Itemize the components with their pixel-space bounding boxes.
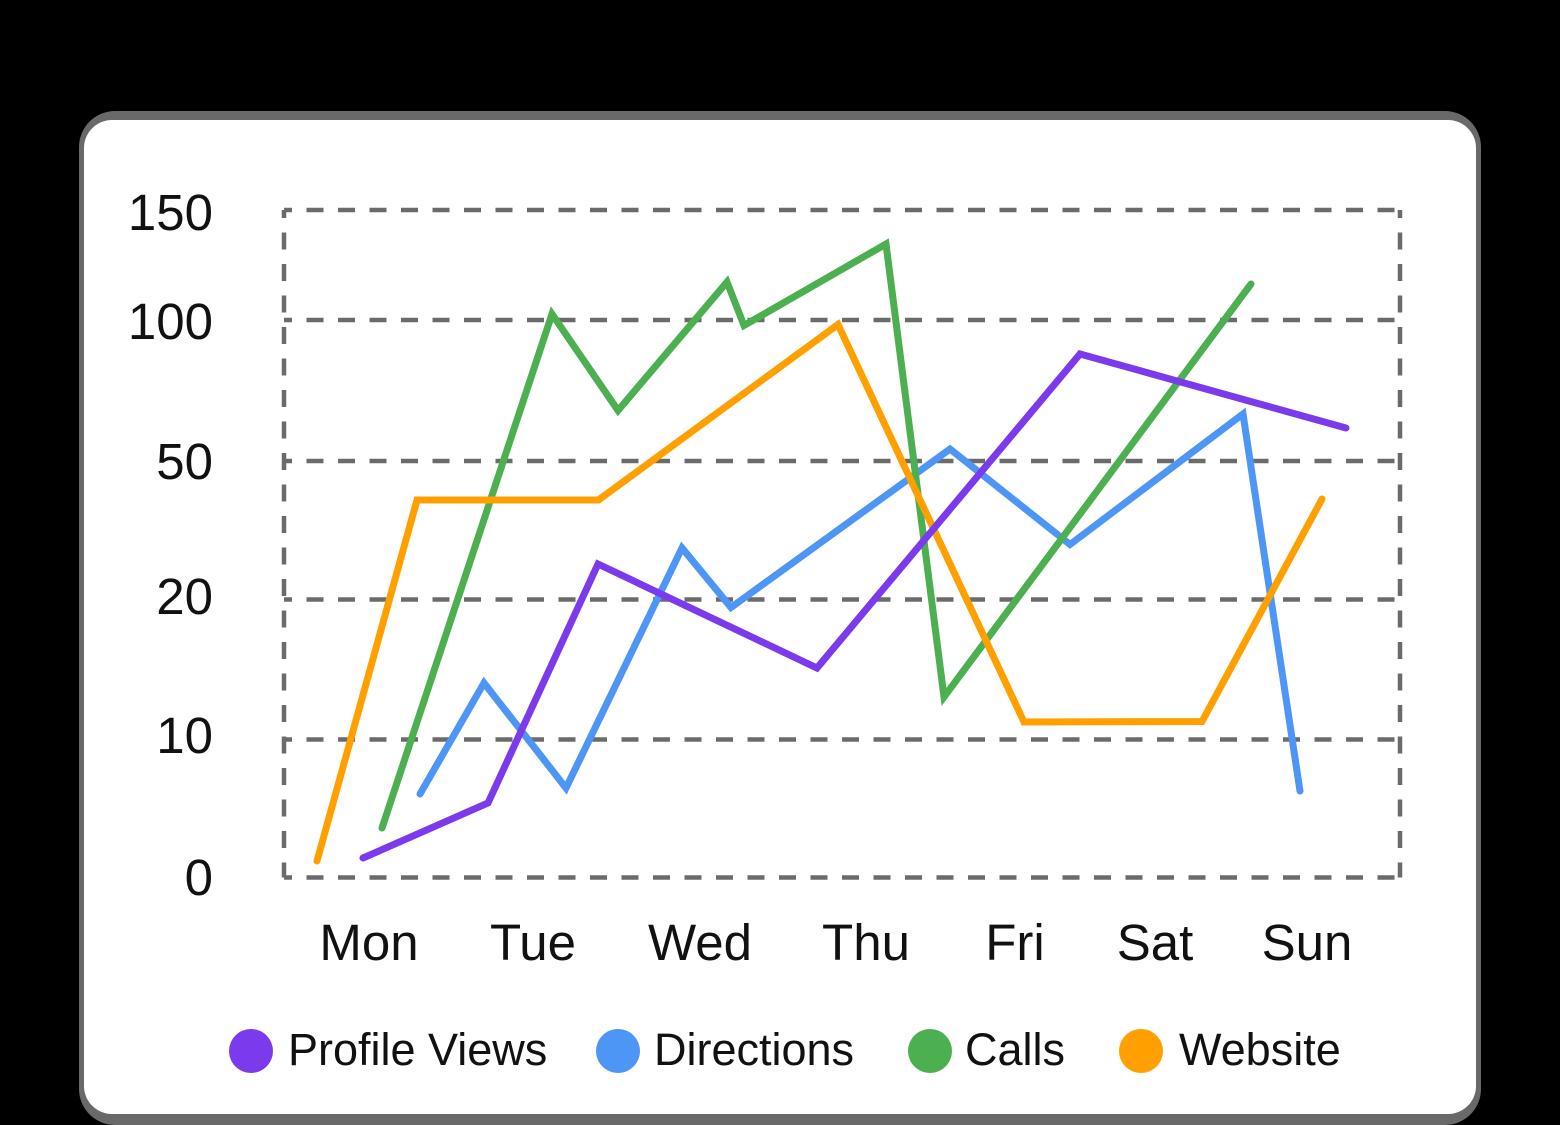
svg-text:Directions: Directions bbox=[654, 1024, 854, 1075]
svg-text:Profile Views: Profile Views bbox=[288, 1024, 547, 1075]
svg-text:Calls: Calls bbox=[965, 1024, 1065, 1075]
svg-text:Fri: Fri bbox=[985, 914, 1044, 971]
svg-text:10: 10 bbox=[156, 707, 213, 764]
svg-text:Tue: Tue bbox=[490, 914, 576, 971]
svg-text:Thu: Thu bbox=[822, 914, 910, 971]
svg-text:150: 150 bbox=[128, 184, 213, 241]
svg-text:Wed: Wed bbox=[648, 914, 752, 971]
svg-text:20: 20 bbox=[156, 568, 213, 625]
svg-text:Mon: Mon bbox=[319, 914, 418, 971]
svg-text:100: 100 bbox=[128, 293, 213, 350]
svg-text:Website: Website bbox=[1179, 1024, 1341, 1075]
svg-text:Sun: Sun bbox=[1262, 914, 1353, 971]
svg-text:50: 50 bbox=[156, 433, 213, 490]
svg-text:0: 0 bbox=[185, 849, 213, 906]
svg-text:Sat: Sat bbox=[1117, 914, 1194, 971]
